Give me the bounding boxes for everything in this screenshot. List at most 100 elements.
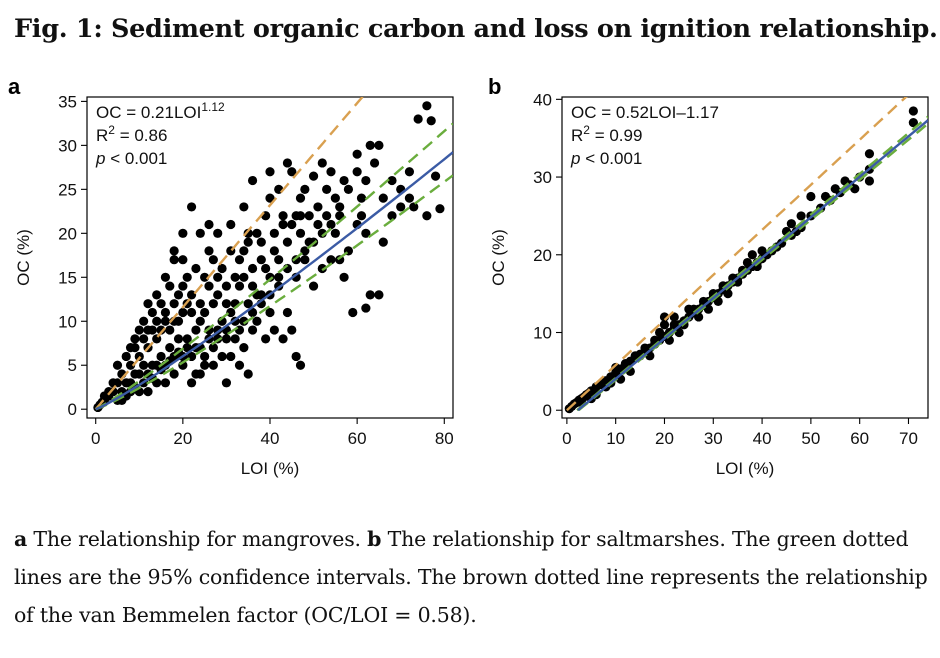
panel-b-data-point (806, 191, 816, 202)
panel-b-y-axis-label: OC (%) (489, 229, 508, 286)
panel-b-data-point (791, 226, 801, 237)
panel-a-data-point (422, 211, 432, 221)
panel-b-data-point (786, 219, 796, 229)
panel-b-chart: b 0 10 20 30 40 50 60 70 0 10 20 30 40 LOI (%) OC (%) O… (488, 74, 929, 478)
panel-a-data-point (112, 360, 123, 370)
panel-a-data-point (169, 369, 179, 379)
panel-b-x-tick-label: 40 (753, 429, 772, 448)
panel-a-data-point (160, 378, 171, 388)
panel-a-data-point (143, 325, 153, 335)
panel-b-data-point (796, 211, 806, 221)
panel-a-data-point (217, 263, 227, 274)
panel-a-data-point (435, 204, 445, 214)
panel-a-data-point (213, 272, 223, 282)
panel-b-data-point (674, 327, 684, 338)
panel-b-data-point (908, 118, 918, 128)
panel-a-data-point (356, 193, 367, 203)
panel-a-data-point (217, 351, 227, 362)
panel-a-data-point (352, 149, 362, 159)
panel-a-fit-line (95, 151, 453, 411)
panel-a-data-point (234, 255, 245, 265)
panel-a-data-point (139, 334, 149, 344)
panel-b-y-tick-label: 30 (533, 168, 552, 187)
panel-a-y-tick-label: 25 (58, 180, 77, 199)
panel-b-data-point (611, 362, 621, 373)
panel-a-data-point (256, 237, 266, 247)
panel-a-data-point (287, 167, 297, 177)
panel-a-data-point (165, 281, 175, 291)
panel-a-data-point (182, 334, 192, 344)
panel-a-data-point (387, 211, 397, 221)
panel-a-data-point (125, 360, 136, 370)
panel-a-data-point (208, 255, 218, 265)
panel-a-data-point (343, 184, 354, 194)
panel-a-data-point (265, 307, 275, 318)
panel-a-data-point (200, 351, 210, 362)
panel-a-data-point (221, 299, 232, 309)
panel-b-data-point (703, 304, 714, 314)
panel-a-data-point (230, 334, 240, 344)
panel-a-equation-base: OC = 0.21LOI (96, 103, 201, 122)
panel-a-y-tick-label: 35 (58, 92, 77, 111)
panel-b-fit-line (577, 119, 928, 412)
panel-b-data-point (747, 250, 757, 260)
panel-a-data-point (191, 325, 201, 335)
panel-b-data-point (620, 358, 631, 369)
panel-a-data-point (121, 351, 131, 362)
panel-a-data-point (221, 378, 232, 388)
panel-a-data-point (208, 343, 218, 353)
panel-a-data-point (152, 316, 162, 326)
panel-a-equation: OC = 0.21LOI1.12 (96, 100, 225, 122)
panel-b-data-point (694, 312, 704, 322)
panel-b-data-point (742, 257, 753, 268)
panel-b-data-point (723, 289, 733, 299)
panel-a-data-point (326, 255, 336, 265)
panel-a-data-point (308, 281, 319, 291)
caption-panel-b-label: b (367, 527, 382, 551)
panel-a-data-point (265, 167, 275, 177)
panel-b-data-point (864, 176, 875, 186)
panel-a-data-point (304, 211, 314, 221)
panel-a-data-point (130, 343, 140, 353)
panel-a-y-tick-label: 5 (68, 356, 77, 375)
panel-b-data-point (908, 106, 918, 116)
panel-a-data-point (252, 316, 262, 326)
panel-a-data-point (239, 343, 249, 353)
panel-a-data-point (221, 334, 232, 344)
panel-a-r-squared: R2 = 0.86 (96, 123, 167, 145)
panel-a-data-point (147, 307, 157, 318)
panel-b-x-axis-label: LOI (%) (716, 459, 775, 478)
panel-a-data-point (208, 299, 218, 309)
panel-a-data-point (165, 343, 175, 353)
panel-a-data-point (234, 325, 245, 335)
panel-b-y-tick-label: 0 (543, 401, 552, 420)
panel-a-data-point (287, 219, 297, 230)
panel-a-data-point (422, 101, 432, 111)
panel-a-data-point (152, 360, 162, 370)
panel-a-data-point (169, 246, 179, 256)
panel-a-data-point (195, 316, 205, 326)
panel-a-data-point (234, 281, 245, 291)
panel-b-p-value-text: < 0.001 (580, 149, 642, 168)
panel-b-data-point (659, 320, 670, 330)
panel-a-p-value: p < 0.001 (95, 149, 167, 168)
panel-a-van-bemmelen-line (94, 97, 364, 410)
panel-a-data-point (378, 193, 388, 203)
panel-a-data-point (265, 272, 275, 282)
panel-b-equation: OC = 0.52LOI–1.17 (571, 103, 719, 122)
panel-a-label: a (8, 74, 21, 99)
figure-title: Fig. 1: Sediment organic carbon and loss… (14, 14, 938, 44)
panel-a-data-point (330, 228, 340, 238)
panel-a-data-point (430, 171, 441, 181)
panel-b-data-point (640, 343, 650, 353)
panel-a-data-point (261, 263, 271, 274)
panel-b-y-tick-label: 10 (533, 324, 552, 343)
panel-a-equation-exponent: 1.12 (201, 100, 225, 114)
panel-a-data-point (300, 246, 310, 256)
panel-a-data-point (287, 325, 297, 335)
panel-a-data-point (156, 325, 166, 335)
panel-b-r-squared-exponent: 2 (583, 123, 590, 137)
panel-a-data-point (278, 219, 288, 230)
panel-a-data-point (239, 202, 249, 212)
panel-a-data-point (239, 272, 249, 282)
